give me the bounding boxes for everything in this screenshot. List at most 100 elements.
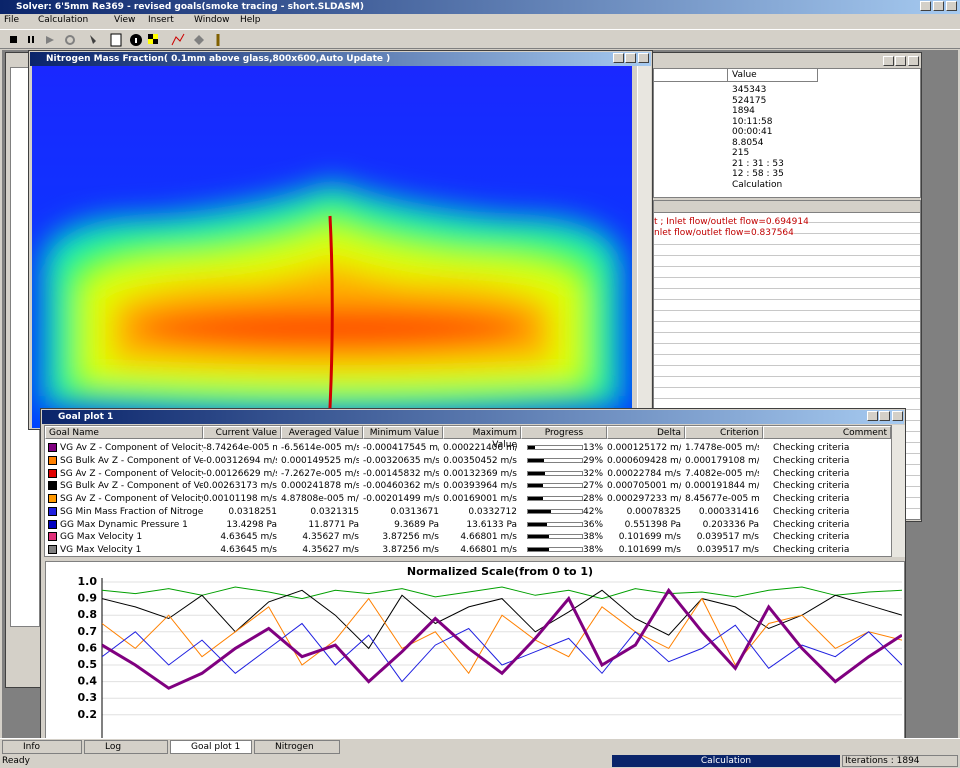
progress-track <box>527 547 583 552</box>
goal-comment: Checking criteria <box>773 506 850 517</box>
y-tick-label: 1.0 <box>78 575 98 588</box>
progress-bar <box>528 509 551 513</box>
goal-minimum: -0.00460362 m/s <box>363 481 439 492</box>
column-header: Maximum Value <box>443 426 521 450</box>
goal-delta: 0.00022784 m/s <box>607 468 681 479</box>
goal-current: 4.63645 m/s <box>220 545 277 555</box>
value-cell: 00:00:41 <box>732 127 773 137</box>
progress-track <box>527 508 583 514</box>
value-cell: 345343 <box>732 85 767 95</box>
goal-current: -8.74264e-005 m/s <box>203 443 277 453</box>
tab[interactable]: Info <box>2 740 82 754</box>
goal-name: GG Max Velocity 1 <box>60 532 143 543</box>
y-tick-label: 0.8 <box>78 608 98 621</box>
goal-averaged: 11.8771 Pa <box>308 519 359 530</box>
progress-bar <box>528 471 546 475</box>
goal-criterion: 0.000179108 m/s <box>685 455 759 466</box>
close[interactable] <box>908 56 919 66</box>
minimize[interactable] <box>920 1 931 11</box>
goal-color <box>48 443 57 452</box>
status-text: Ready <box>2 756 30 766</box>
contour-image <box>32 66 632 428</box>
goal-averaged: 4.35627 m/s <box>302 545 359 555</box>
tab[interactable]: Goal plot 1 <box>170 740 252 754</box>
close[interactable] <box>892 411 903 421</box>
progress-label: 29% <box>583 455 603 466</box>
menu-item[interactable]: Calculation <box>38 15 89 25</box>
goal-current: 0.0318251 <box>228 506 277 517</box>
tab[interactable]: Nitrogen Mass Fr <box>254 740 340 764</box>
window-title-bar: Goal plot 1 <box>42 410 904 424</box>
goal-comment: Checking criteria <box>773 532 850 543</box>
goal-averaged: -7.2627e-005 m/s <box>281 468 359 479</box>
progress-bar <box>528 446 536 449</box>
goal-delta: 0.000125172 m/s <box>607 443 681 453</box>
goal-averaged: 4.87808e-005 m/s <box>281 494 359 504</box>
status-progress: Calculation <box>612 755 840 767</box>
column-header: Value <box>728 69 818 82</box>
column-header: Minimum Value <box>363 426 443 439</box>
y-tick-label: 0.4 <box>78 675 98 688</box>
goal-color <box>48 481 57 491</box>
maximize[interactable] <box>625 53 636 63</box>
goal-name: VG Av Z - Component of Velocity 1 <box>60 443 203 453</box>
goal-criterion: 0.000331416 <box>698 506 759 517</box>
minimize[interactable] <box>883 56 894 66</box>
window-title: Nitrogen Mass Fraction( 0.1mm above glas… <box>46 54 391 64</box>
column-header: Current Value <box>203 426 281 439</box>
value-cell: 21 : 31 : 53 <box>732 158 784 169</box>
column-header: Goal Name <box>45 426 203 439</box>
minimize[interactable] <box>867 411 878 421</box>
progress-bar <box>528 548 549 551</box>
menu-item[interactable]: File <box>4 15 20 25</box>
maximize[interactable] <box>879 411 890 421</box>
goal-minimum: 0.0313671 <box>390 506 439 517</box>
progress-bar <box>528 535 549 539</box>
menu-item[interactable]: Insert <box>148 15 174 25</box>
nitrogen-window: Nitrogen Mass Fraction( 0.1mm above glas… <box>28 50 653 430</box>
progress-track <box>527 445 583 450</box>
scrollbar[interactable] <box>892 425 905 557</box>
tab[interactable]: Log <box>84 740 168 754</box>
maximize[interactable] <box>895 56 906 66</box>
tab-label: Log <box>105 742 122 752</box>
menu-item[interactable]: Help <box>240 15 261 25</box>
close[interactable] <box>946 1 957 11</box>
goal-delta: 0.000609428 m/s <box>607 455 681 466</box>
value-list: Value 345343 524175 1894 10:11:58 00:00:41 8.… <box>653 68 921 198</box>
series-line <box>102 622 902 683</box>
goal-current: 13.4298 Pa <box>226 519 277 530</box>
goal-minimum: -0.00320635 m/s <box>363 455 439 466</box>
progress-label: 42% <box>583 506 603 517</box>
goal-color <box>48 506 57 516</box>
app-title: Solver: 6'5mm Re369 - revised goals(smok… <box>16 2 364 12</box>
goal-comment: Checking criteria <box>773 468 850 479</box>
series-line <box>102 586 902 600</box>
menu-item[interactable]: View <box>114 15 136 25</box>
message: nlet flow/outlet flow=0.837564 <box>654 228 794 238</box>
minimize[interactable] <box>613 53 624 63</box>
progress-label: 36% <box>583 519 603 530</box>
goal-current: 0.00263173 m/s <box>203 481 277 492</box>
value-header: Value <box>732 70 757 80</box>
progress-track <box>527 496 583 501</box>
close[interactable] <box>638 53 649 63</box>
progress-track <box>527 457 583 463</box>
goal-comment: Checking criteria <box>773 545 850 555</box>
goal-color <box>48 519 57 529</box>
scrollbar[interactable] <box>637 66 651 426</box>
goal-maximum: 13.6133 Pa <box>466 519 517 530</box>
goal-maximum: 4.66801 m/s <box>460 545 517 555</box>
goal-color <box>48 455 57 465</box>
goal-current: 4.63645 m/s <box>220 532 277 543</box>
goal-color <box>48 494 57 503</box>
goal-name: SG Bulk Av Z - Component of Velocity 1 <box>60 481 203 492</box>
message: t ; Inlet flow/outlet flow=0.694914 <box>654 217 809 227</box>
progress-track <box>527 483 583 489</box>
tab-label: Goal plot 1 <box>191 742 241 752</box>
maximize[interactable] <box>933 1 944 11</box>
goal-criterion: 0.000191844 m/s <box>685 481 759 492</box>
goal-window: Goal plot 1 Goal Name Current Value Averag… <box>40 408 906 740</box>
series-line <box>102 597 902 675</box>
menu-item[interactable]: Window <box>194 15 230 25</box>
